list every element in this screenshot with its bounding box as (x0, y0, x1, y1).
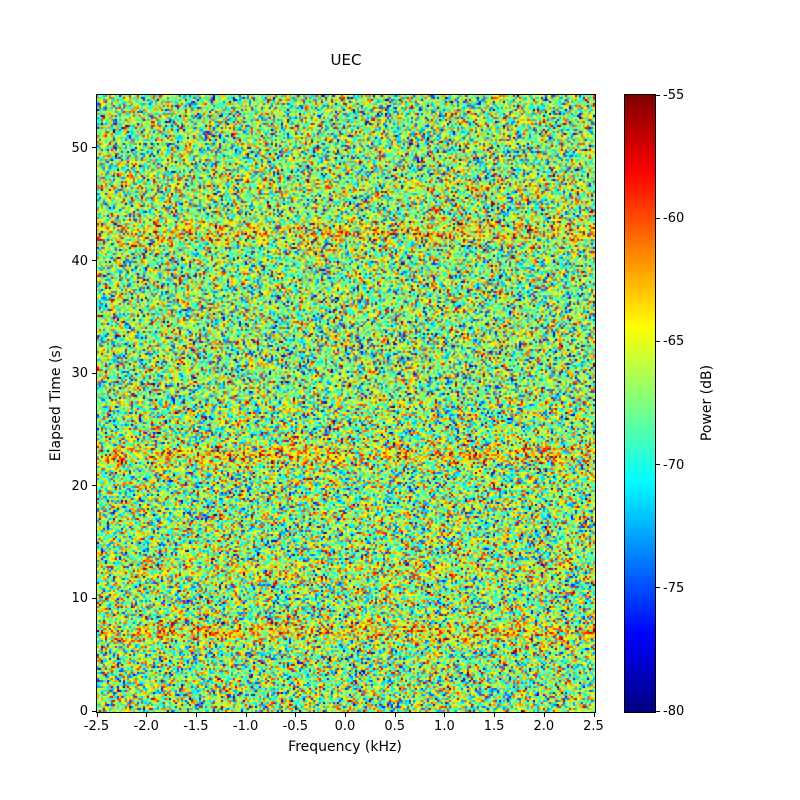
colorbar-tick-mark (656, 587, 660, 589)
y-tick-mark (92, 710, 96, 712)
y-tick-mark (92, 260, 96, 262)
x-tick-mark (494, 713, 496, 717)
colorbar-label: Power (dB) (699, 364, 715, 442)
y-axis-label: Elapsed Time (s) (48, 344, 64, 462)
x-tick-label: 1.5 (483, 719, 505, 734)
colorbar-tick-label: -80 (663, 704, 685, 719)
x-tick-label: -0.5 (282, 719, 308, 734)
x-tick-mark (543, 713, 545, 717)
x-tick-mark (593, 713, 595, 717)
x-tick-mark (195, 713, 197, 717)
x-tick-label: 0.0 (334, 719, 356, 734)
x-tick-label: -2.5 (83, 719, 110, 734)
colorbar-tick-label: -70 (663, 457, 685, 473)
colorbar-tick-label: -75 (663, 580, 685, 596)
x-tick-mark (394, 713, 396, 717)
y-tick-label: 30 (71, 366, 88, 382)
x-tick-label: -1.0 (232, 719, 259, 734)
x-tick-label: -1.5 (183, 719, 209, 734)
y-tick-mark (92, 597, 96, 599)
colorbar-tick-label: -60 (663, 211, 685, 227)
colorbar-tick-mark (656, 217, 660, 219)
spectrogram-heatmap (96, 94, 596, 713)
colorbar-tick-mark (656, 464, 660, 466)
y-tick-mark (92, 372, 96, 374)
colorbar-tick-label: -65 (663, 334, 685, 350)
x-tick-label: 0.5 (384, 719, 406, 734)
y-tick-label: 40 (71, 253, 88, 269)
y-tick-mark (92, 485, 96, 487)
colorbar-tick-mark (656, 710, 660, 712)
y-tick-label: 50 (71, 140, 88, 156)
x-tick-mark (345, 713, 346, 717)
y-tick-label: 0 (79, 704, 88, 719)
colorbar-tick-mark (656, 94, 660, 96)
colorbar-tick-mark (656, 340, 660, 342)
colorbar-tick-label: -55 (663, 88, 685, 103)
x-tick-mark (146, 713, 148, 717)
x-tick-label: 1.0 (434, 719, 455, 734)
y-tick-label: 20 (71, 478, 88, 494)
y-tick-label: 10 (71, 591, 88, 607)
x-tick-mark (245, 713, 247, 717)
figure-title: UEC (330, 51, 362, 69)
x-tick-label: -2.0 (133, 719, 159, 734)
x-tick-mark (444, 713, 446, 717)
x-tick-label: 2.0 (533, 719, 555, 734)
x-axis-label: Frequency (kHz) (288, 739, 402, 755)
x-tick-mark (295, 713, 297, 717)
y-tick-mark (92, 147, 96, 149)
colorbar (624, 94, 656, 713)
x-tick-label: 2.5 (583, 719, 604, 734)
x-tick-mark (96, 713, 98, 717)
